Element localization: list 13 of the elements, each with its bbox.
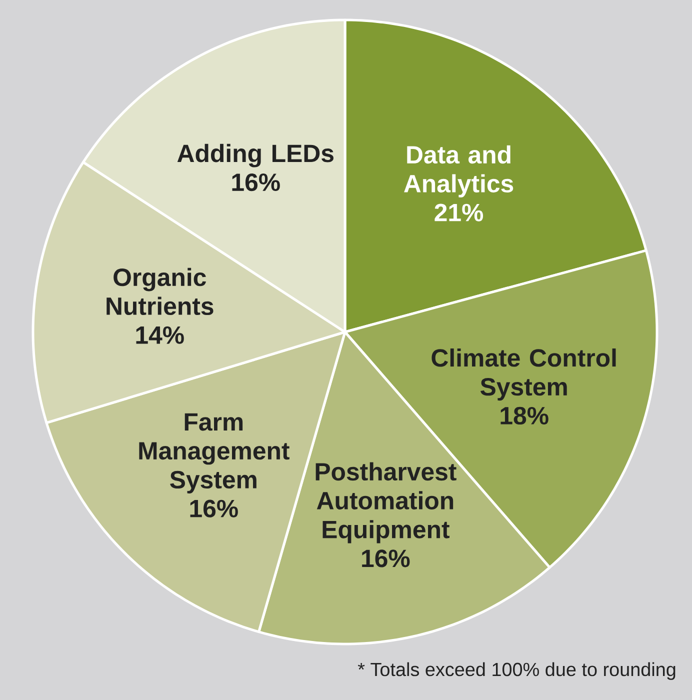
slice-label: Adding LEDs [177, 144, 334, 168]
slice-label: Climate Control System [432, 348, 616, 401]
slice-label: Farm Management System [139, 413, 290, 494]
data-label: 16% [232, 173, 280, 192]
data-label: 16% [190, 500, 238, 518]
data-label: 21% [434, 204, 484, 222]
slice-label: Data and Analytics [404, 145, 514, 198]
data-label: 16% [362, 550, 410, 568]
slice-label: Organic Nutrients [106, 268, 214, 316]
slice-label: Postharvest Automation Equipment [316, 462, 456, 544]
data-label: 14% [136, 326, 184, 344]
data-label: 18% [500, 406, 548, 425]
text: * Totals exceed 100% due to rounding [358, 662, 676, 680]
